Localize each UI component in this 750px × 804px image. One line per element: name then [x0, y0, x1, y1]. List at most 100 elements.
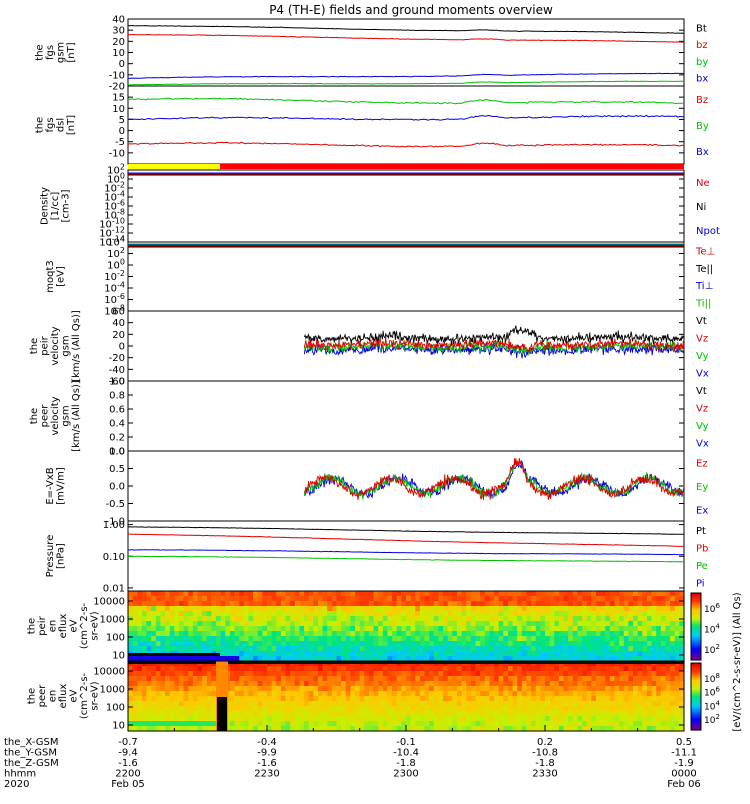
spectrogram-cell: [623, 606, 629, 612]
spectrogram-cell: [174, 641, 180, 647]
spectrogram-cell: [517, 626, 523, 632]
spectrogram-cell: [489, 706, 495, 712]
spectrogram-cell: [146, 636, 152, 642]
spectrogram-cell: [202, 726, 208, 732]
spectrogram-cell: [285, 716, 291, 722]
colorbar-cell: [691, 611, 701, 614]
spectrogram-cell: [317, 721, 324, 727]
spectrogram-cell: [410, 631, 416, 637]
spectrogram-cell: [280, 726, 287, 732]
spectrogram-cell: [628, 701, 634, 707]
spectrogram-cell: [128, 681, 134, 687]
spectrogram-cell: [299, 621, 305, 627]
colorbar-cell: [691, 699, 701, 703]
spectrogram-cell: [498, 676, 504, 682]
y-tick-label-density: 10-8: [104, 208, 125, 222]
spectrogram-cell: [174, 626, 180, 632]
spectrogram-cell: [248, 716, 254, 722]
spectrogram-cell: [128, 621, 134, 627]
spectrogram-cell: [146, 711, 152, 717]
spectrogram-cell: [183, 646, 189, 652]
spectrogram-cell: [336, 721, 342, 727]
spectrogram-cell: [183, 606, 189, 612]
spectrogram-cell: [267, 721, 273, 727]
spectrogram-cell: [577, 606, 583, 612]
spectrogram-cell: [174, 671, 180, 677]
spectrogram-cell: [568, 611, 574, 617]
spectrogram-cell: [151, 626, 157, 632]
spectrogram-cell: [438, 726, 444, 732]
spectrogram-cell: [160, 596, 166, 602]
spectrogram-cell: [174, 666, 180, 672]
spectrogram-cell: [558, 706, 565, 712]
spectrogram-cell: [234, 621, 240, 627]
spectrogram-cell: [466, 606, 472, 612]
spectrogram-cell: [271, 611, 277, 617]
spectrogram-cell: [660, 601, 667, 607]
spectrogram-cell: [262, 631, 268, 637]
spectrogram-cell: [433, 611, 440, 617]
x-row-label: the_Y-GSM: [4, 748, 57, 759]
spectrogram-cell: [128, 636, 134, 642]
spectrogram-cell: [415, 686, 421, 692]
spectrogram-cell: [545, 696, 551, 702]
spectrogram-cell: [350, 716, 356, 722]
spectrogram-cell: [396, 646, 402, 652]
spectrogram-cell: [165, 646, 171, 652]
spectrogram-cell: [355, 686, 361, 692]
spectrogram-cell: [141, 636, 148, 642]
spectrogram-cell: [452, 601, 458, 607]
spectrogram-cell: [197, 596, 203, 602]
spectrogram-cell: [628, 721, 634, 727]
spectrogram-cell: [364, 706, 370, 712]
spectrogram-cell: [355, 626, 361, 632]
spectrogram-cell: [568, 651, 574, 657]
spectrogram-cell: [304, 686, 310, 692]
spectrogram-cell: [229, 671, 236, 677]
spectrogram-cell: [373, 616, 379, 622]
legend-efield-Ey: Ey: [696, 482, 708, 493]
spectrogram-cell: [387, 711, 393, 717]
spectrogram-cell: [558, 626, 565, 632]
spectrogram-cell: [373, 721, 379, 727]
spectrogram-cell: [609, 711, 616, 717]
spectrogram-cell: [308, 676, 314, 682]
spectrogram-cell: [178, 636, 185, 642]
spectrogram-cell: [128, 656, 134, 662]
spectrogram-cell: [392, 701, 398, 707]
spectrogram-cell: [582, 691, 588, 697]
spectrogram-cell: [206, 686, 212, 692]
spectrogram-cell: [651, 601, 657, 607]
spectrogram-cell: [619, 706, 625, 712]
spectrogram-cell: [211, 676, 217, 682]
colorbar-cell: [691, 706, 701, 709]
colorbar-cell: [691, 601, 701, 604]
y-axis-label-peer_velocity: the: [29, 408, 40, 424]
spectrogram-cell: [304, 606, 310, 612]
spectrogram-cell: [280, 616, 287, 622]
spectrogram-cell: [521, 646, 528, 652]
spectrogram-cell: [137, 676, 143, 682]
spectrogram-cell: [262, 721, 268, 727]
colorbar-cell: [691, 709, 701, 713]
spectrogram-cell: [489, 646, 495, 652]
spectrogram-cell: [313, 691, 319, 697]
spectrogram-cell: [623, 601, 629, 607]
spectrogram-cell: [378, 676, 384, 682]
spectrogram-cell: [475, 651, 481, 657]
spectrogram-cell: [646, 596, 653, 602]
spectrogram-cell: [392, 676, 398, 682]
spectrogram-cell: [679, 591, 685, 597]
spectrogram-cell: [660, 596, 667, 602]
spectrogram-cell: [396, 651, 402, 657]
spectrogram-cell: [531, 721, 537, 727]
spectrogram-cell: [637, 696, 643, 702]
spectrogram-cell: [192, 691, 199, 697]
spectrogram-cell: [216, 621, 222, 627]
colorbar-tick-label: 102: [704, 643, 720, 656]
spectrogram-cell: [401, 591, 407, 597]
spectrogram-cell: [517, 721, 523, 727]
spectrogram-cell: [651, 606, 657, 612]
spectrogram-cell: [239, 631, 245, 637]
